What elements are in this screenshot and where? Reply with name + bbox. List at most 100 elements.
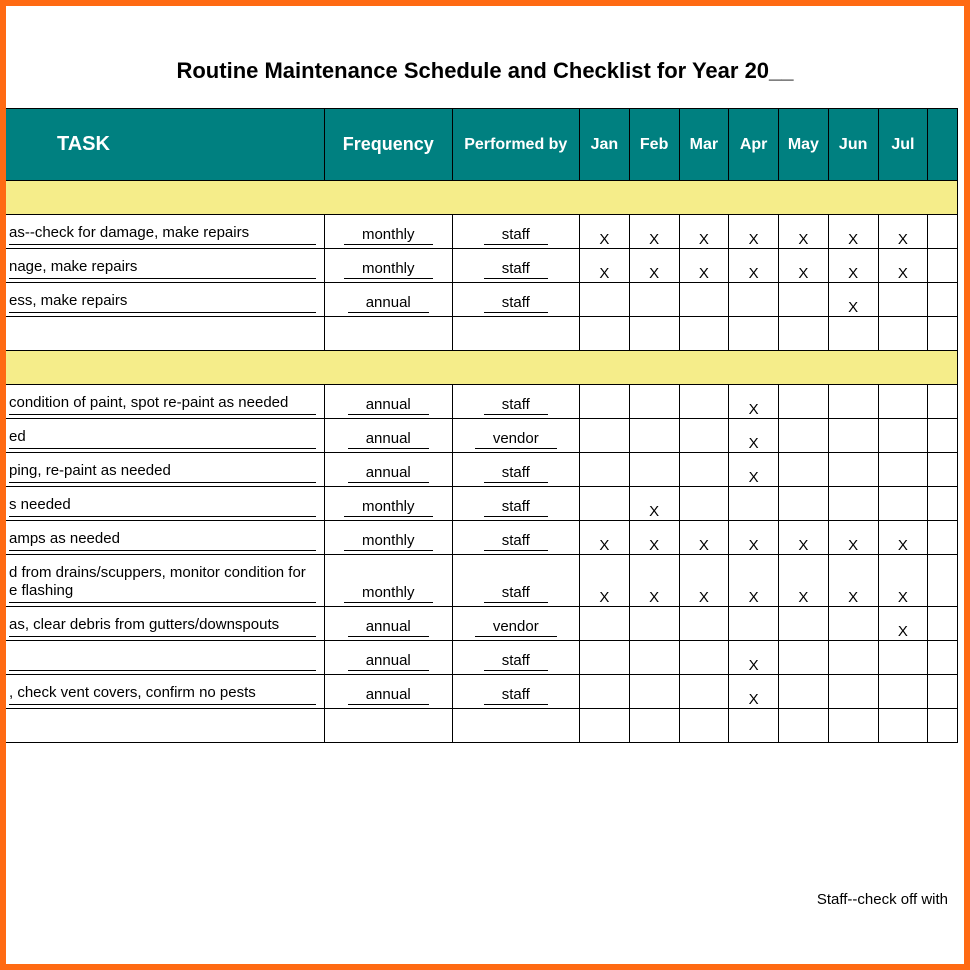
- frequency-cell: monthly: [324, 215, 452, 249]
- month-cell: [580, 607, 630, 641]
- month-cell: [679, 385, 729, 419]
- performed-by-cell: staff: [452, 521, 579, 555]
- month-cell: [828, 709, 878, 743]
- check-mark: X: [749, 435, 759, 452]
- month-cell: [679, 419, 729, 453]
- month-cell: [828, 419, 878, 453]
- month-cell: X: [679, 521, 729, 555]
- table-row: ping, re-paint as neededannualstaffX: [1, 453, 958, 487]
- col-month-may: May: [779, 109, 829, 181]
- month-cell: [629, 283, 679, 317]
- frequency-value: annual: [348, 430, 429, 449]
- month-cell-cutoff: [928, 487, 958, 521]
- month-cell: X: [729, 675, 779, 709]
- month-cell: X: [779, 521, 829, 555]
- check-mark: X: [749, 537, 759, 554]
- month-cell: [828, 453, 878, 487]
- month-cell: [679, 709, 729, 743]
- month-cell: [679, 283, 729, 317]
- task-text: d from drains/scuppers, monitor conditio…: [9, 564, 316, 604]
- frequency-cell: annual: [324, 641, 452, 675]
- table-row: annualstaffX: [1, 641, 958, 675]
- page-title: Routine Maintenance Schedule and Checkli…: [6, 58, 964, 84]
- month-cell-cutoff: [928, 249, 958, 283]
- frequency-cell: [324, 709, 452, 743]
- month-cell: [629, 419, 679, 453]
- month-cell: [828, 641, 878, 675]
- table-row: condition of paint, spot re-paint as nee…: [1, 385, 958, 419]
- month-cell: [580, 419, 630, 453]
- check-mark: X: [699, 589, 709, 606]
- month-cell: [878, 675, 928, 709]
- performed-by-cell: vendor: [452, 419, 579, 453]
- frequency-value: annual: [348, 464, 429, 483]
- performed-by-value: vendor: [475, 430, 557, 449]
- performed-by-cell: staff: [452, 675, 579, 709]
- month-cell: X: [878, 521, 928, 555]
- month-cell: [779, 283, 829, 317]
- frequency-value: monthly: [344, 584, 433, 603]
- month-cell: [629, 453, 679, 487]
- performed-by-cell: staff: [452, 555, 579, 607]
- frequency-cell: annual: [324, 453, 452, 487]
- month-cell: [878, 283, 928, 317]
- col-month-jan: Jan: [580, 109, 630, 181]
- frequency-cell: [324, 317, 452, 351]
- month-cell: [878, 641, 928, 675]
- month-cell-cutoff: [928, 675, 958, 709]
- frequency-cell: monthly: [324, 487, 452, 521]
- month-cell: [779, 641, 829, 675]
- month-cell: X: [828, 555, 878, 607]
- col-month-apr: Apr: [729, 109, 779, 181]
- task-text: condition of paint, spot re-paint as nee…: [9, 394, 316, 415]
- month-cell: [729, 317, 779, 351]
- table-row: , check vent covers, confirm no pestsann…: [1, 675, 958, 709]
- task-cell: , check vent covers, confirm no pests: [1, 675, 325, 709]
- check-mark: X: [798, 537, 808, 554]
- performed-by-cell: staff: [452, 215, 579, 249]
- table-row: as--check for damage, make repairsmonthl…: [1, 215, 958, 249]
- month-cell: [580, 283, 630, 317]
- section-band-cell: [1, 181, 958, 215]
- task-cell: ping, re-paint as needed: [1, 453, 325, 487]
- check-mark: X: [898, 265, 908, 282]
- check-mark: X: [599, 589, 609, 606]
- month-cell: [779, 317, 829, 351]
- month-cell: X: [878, 555, 928, 607]
- month-cell: [629, 709, 679, 743]
- performed-by-cell: staff: [452, 385, 579, 419]
- check-mark: X: [848, 265, 858, 282]
- performed-by-cell: staff: [452, 453, 579, 487]
- frequency-value: annual: [348, 618, 429, 637]
- month-cell: X: [878, 215, 928, 249]
- task-cell: amps as needed: [1, 521, 325, 555]
- month-cell: [729, 709, 779, 743]
- month-cell: X: [729, 215, 779, 249]
- performed-by-value: staff: [484, 396, 548, 415]
- month-cell: [629, 317, 679, 351]
- month-cell: [629, 641, 679, 675]
- month-cell-cutoff: [928, 453, 958, 487]
- task-cell: s needed: [1, 487, 325, 521]
- month-cell: X: [679, 215, 729, 249]
- check-mark: X: [649, 265, 659, 282]
- footer-note: Staff--check off with: [817, 891, 948, 908]
- table-header-row: TASK Frequency Performed by Jan Feb Mar …: [1, 109, 958, 181]
- frequency-cell: annual: [324, 419, 452, 453]
- performed-by-cell: staff: [452, 249, 579, 283]
- check-mark: X: [649, 503, 659, 520]
- month-cell: [729, 607, 779, 641]
- performed-by-value: staff: [484, 532, 548, 551]
- month-cell: [779, 453, 829, 487]
- month-cell: [828, 385, 878, 419]
- task-text: ed: [9, 428, 316, 449]
- month-cell: [580, 487, 630, 521]
- frequency-value: annual: [348, 652, 429, 671]
- task-cell: [1, 641, 325, 675]
- frequency-cell: annual: [324, 675, 452, 709]
- table-row: ess, make repairsannualstaffX: [1, 283, 958, 317]
- month-cell: X: [629, 555, 679, 607]
- month-cell: [729, 487, 779, 521]
- month-cell: [878, 317, 928, 351]
- month-cell-cutoff: [928, 555, 958, 607]
